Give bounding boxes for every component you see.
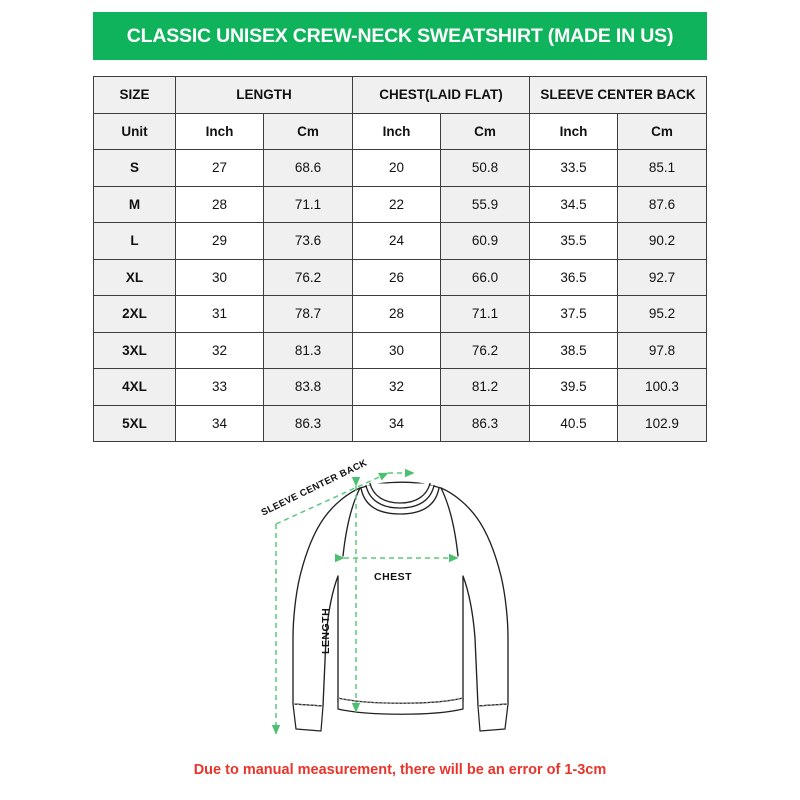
table-head: SIZE LENGTH CHEST(LAID FLAT) SLEEVE CENT… (93, 76, 708, 150)
cell-sleeve-cm: 100.3 (617, 368, 708, 406)
table-unit-header-row: Unit Inch Cm Inch Cm Inch Cm (93, 112, 708, 150)
header-sleeve-cm: Cm (617, 112, 708, 150)
cell-length-in: 28 (175, 185, 264, 223)
cell-length-cm: 68.6 (263, 149, 353, 187)
table-row: L 29 73.6 24 60.9 35.5 90.2 (93, 222, 708, 260)
cell-length-cm: 71.1 (263, 185, 353, 223)
cell-size: 4XL (93, 368, 176, 406)
size-table: SIZE LENGTH CHEST(LAID FLAT) SLEEVE CENT… (93, 76, 708, 442)
cell-chest-cm: 50.8 (439, 149, 531, 187)
cell-sleeve-cm: 85.1 (617, 149, 708, 187)
table-row: S 27 68.6 20 50.8 33.5 85.1 (93, 149, 708, 187)
header-chest-cm: Cm (439, 112, 531, 150)
header-unit: Unit (93, 112, 176, 150)
cell-chest-in: 30 (352, 331, 441, 369)
header-sleeve-center-back: SLEEVE CENTER BACK (529, 76, 708, 114)
garment-diagram: SLEEVE CENTER BACK CHEST LENGTH (248, 452, 552, 752)
cell-chest-in: 20 (352, 149, 441, 187)
table-body: S 27 68.6 20 50.8 33.5 85.1 M 28 71.1 22… (93, 149, 708, 442)
cell-length-in: 32 (175, 331, 264, 369)
cell-sleeve-in: 38.5 (529, 331, 619, 369)
cell-size: 2XL (93, 295, 176, 333)
cell-size: L (93, 222, 176, 260)
header-length: LENGTH (175, 76, 353, 114)
cell-sleeve-cm: 95.2 (617, 295, 708, 333)
cell-chest-cm: 66.0 (439, 258, 531, 296)
header-length-cm: Cm (263, 112, 353, 150)
cell-length-in: 31 (175, 295, 264, 333)
cell-length-cm: 73.6 (263, 222, 353, 260)
cell-sleeve-cm: 92.7 (617, 258, 708, 296)
cell-length-in: 29 (175, 222, 264, 260)
cell-chest-cm: 76.2 (439, 331, 531, 369)
cell-sleeve-cm: 97.8 (617, 331, 708, 369)
cell-sleeve-in: 36.5 (529, 258, 619, 296)
cell-sleeve-in: 40.5 (529, 404, 619, 442)
cell-length-cm: 83.8 (263, 368, 353, 406)
table-row: 2XL 31 78.7 28 71.1 37.5 95.2 (93, 295, 708, 333)
cell-length-cm: 86.3 (263, 404, 353, 442)
table-group-header-row: SIZE LENGTH CHEST(LAID FLAT) SLEEVE CENT… (93, 76, 708, 114)
cell-sleeve-in: 39.5 (529, 368, 619, 406)
cuff-left (292, 703, 324, 732)
table-row: 3XL 32 81.3 30 76.2 38.5 97.8 (93, 331, 708, 369)
cell-sleeve-cm: 102.9 (617, 404, 708, 442)
cell-length-cm: 81.3 (263, 331, 353, 369)
cell-length-cm: 78.7 (263, 295, 353, 333)
page-title: CLASSIC UNISEX CREW-NECK SWEATSHIRT (MAD… (126, 24, 674, 47)
length-label: LENGTH (320, 607, 332, 654)
header-length-inch: Inch (175, 112, 264, 150)
cell-sleeve-in: 37.5 (529, 295, 619, 333)
cell-chest-in: 22 (352, 185, 441, 223)
cuff-right (477, 703, 509, 732)
cell-chest-cm: 71.1 (439, 295, 531, 333)
sweatshirt-outline (292, 481, 509, 710)
header-sleeve-inch: Inch (529, 112, 619, 150)
table-row: XL 30 76.2 26 66.0 36.5 92.7 (93, 258, 708, 296)
header-chest-inch: Inch (352, 112, 441, 150)
cell-size: M (93, 185, 176, 223)
sleeve-guide-diagonal (275, 472, 389, 525)
cell-chest-in: 28 (352, 295, 441, 333)
cell-sleeve-in: 33.5 (529, 149, 619, 187)
table-row: 4XL 33 83.8 32 81.2 39.5 100.3 (93, 368, 708, 406)
cell-size: 3XL (93, 331, 176, 369)
cell-sleeve-in: 35.5 (529, 222, 619, 260)
cell-length-cm: 76.2 (263, 258, 353, 296)
hem-ribbing (337, 697, 464, 715)
table-row: M 28 71.1 22 55.9 34.5 87.6 (93, 185, 708, 223)
cell-length-in: 27 (175, 149, 264, 187)
cell-length-in: 34 (175, 404, 264, 442)
cell-chest-cm: 60.9 (439, 222, 531, 260)
header-size: SIZE (93, 76, 176, 114)
cell-chest-in: 26 (352, 258, 441, 296)
size-table-container: SIZE LENGTH CHEST(LAID FLAT) SLEEVE CENT… (93, 76, 708, 442)
cell-length-in: 33 (175, 368, 264, 406)
cell-size: S (93, 149, 176, 187)
cell-length-in: 30 (175, 258, 264, 296)
cell-chest-cm: 81.2 (439, 368, 531, 406)
cell-chest-cm: 55.9 (439, 185, 531, 223)
cell-sleeve-cm: 90.2 (617, 222, 708, 260)
measurement-disclaimer: Due to manual measurement, there will be… (193, 762, 607, 778)
cell-chest-in: 32 (352, 368, 441, 406)
chest-label: CHEST (374, 571, 413, 583)
cell-chest-in: 34 (352, 404, 441, 442)
cell-size: 5XL (93, 404, 176, 442)
cell-size: XL (93, 258, 176, 296)
cell-sleeve-cm: 87.6 (617, 185, 708, 223)
title-banner: CLASSIC UNISEX CREW-NECK SWEATSHIRT (MAD… (93, 12, 707, 60)
cell-chest-in: 24 (352, 222, 441, 260)
cuff-left-stitch-line (292, 703, 324, 707)
cell-sleeve-in: 34.5 (529, 185, 619, 223)
header-chest: CHEST(LAID FLAT) (351, 76, 531, 114)
cuff-right-stitch-line (477, 703, 509, 707)
table-row: 5XL 34 86.3 34 86.3 40.5 102.9 (93, 404, 708, 442)
cell-chest-cm: 86.3 (439, 404, 531, 442)
